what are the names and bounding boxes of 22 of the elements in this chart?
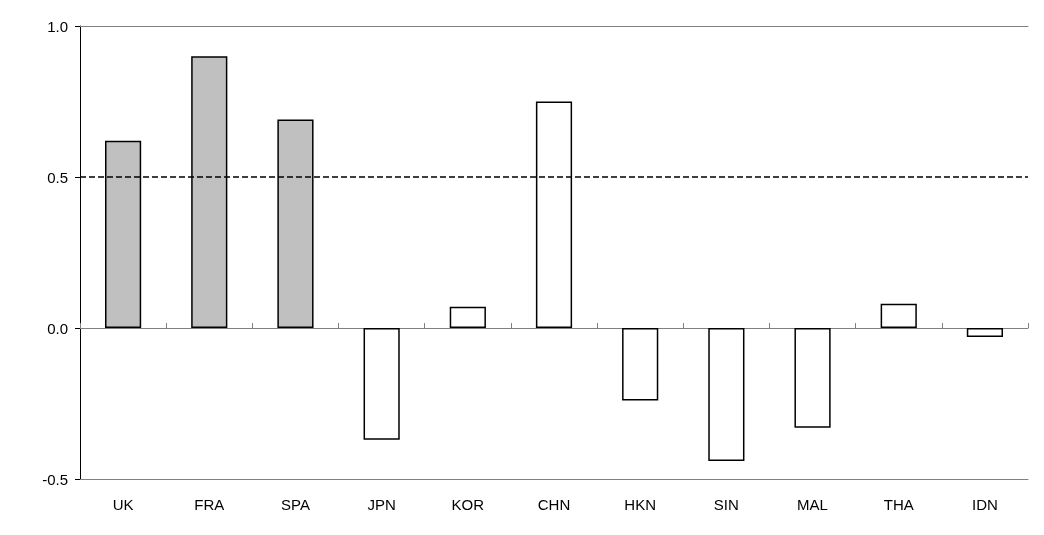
bar (622, 328, 659, 401)
y-tick-label: -0.5 (42, 470, 68, 488)
bar (794, 328, 831, 428)
x-tick-label: SIN (713, 496, 739, 513)
x-tick-label: KOR (451, 496, 485, 513)
bar (363, 328, 400, 440)
x-tick-label: IDN (971, 496, 998, 513)
bar (449, 306, 486, 328)
y-tick-label: 0.5 (47, 168, 68, 186)
bar (880, 303, 917, 328)
x-tick-label: UK (112, 496, 134, 513)
x-tick-label: THA (883, 496, 914, 513)
bar (708, 328, 745, 461)
x-tick-label: HKN (624, 496, 657, 513)
x-tick-label: JPN (367, 496, 396, 513)
y-tick-label: 0.0 (47, 319, 68, 337)
x-tick-label: SPA (281, 496, 310, 513)
x-tick-label: FRA (194, 496, 225, 513)
x-tick-label: CHN (537, 496, 571, 513)
x-tick-label: MAL (797, 496, 828, 513)
bar (966, 328, 1004, 338)
y-tick-label: 1.0 (47, 17, 68, 35)
